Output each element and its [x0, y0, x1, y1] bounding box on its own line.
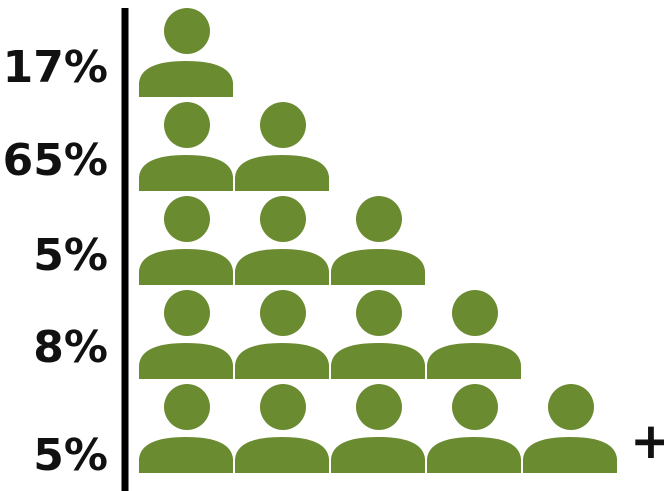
- person-icon-body: [235, 249, 329, 285]
- person-icon-head: [164, 384, 210, 430]
- person-icon: [427, 290, 521, 379]
- person-icon: [139, 290, 233, 379]
- person-icon-body: [331, 437, 425, 473]
- person-icon-body: [139, 61, 233, 97]
- person-icon-body: [139, 155, 233, 191]
- person-icon-body: [235, 437, 329, 473]
- percentage-label: 17%: [3, 42, 108, 93]
- person-icon-head: [164, 196, 210, 242]
- person-icon-head: [452, 384, 498, 430]
- person-icon: [139, 102, 233, 191]
- person-icon: [331, 290, 425, 379]
- person-icon-head: [164, 290, 210, 336]
- percentage-label: 65%: [3, 135, 108, 186]
- person-icon-head: [356, 384, 402, 430]
- person-icon-body: [331, 343, 425, 379]
- person-icon-body: [235, 343, 329, 379]
- overflow-plus-marker: +: [630, 412, 664, 470]
- person-icon-head: [164, 102, 210, 148]
- person-icon: [139, 196, 233, 285]
- person-icon-head: [356, 196, 402, 242]
- person-icon-body: [331, 249, 425, 285]
- person-icon-head: [452, 290, 498, 336]
- percentage-label: 5%: [33, 430, 108, 481]
- person-icon-head: [260, 290, 306, 336]
- person-icon-head: [260, 196, 306, 242]
- person-icon: [139, 384, 233, 473]
- person-icon: [235, 384, 329, 473]
- person-icon: [427, 384, 521, 473]
- person-icon: [235, 102, 329, 191]
- person-icon-body: [139, 343, 233, 379]
- person-icon: [139, 8, 233, 97]
- person-icon-body: [139, 437, 233, 473]
- person-icon-head: [164, 8, 210, 54]
- person-icon: [523, 384, 617, 473]
- person-icon-head: [356, 290, 402, 336]
- person-icon-grid: [139, 8, 617, 473]
- person-icon: [235, 290, 329, 379]
- percentage-label: 5%: [33, 230, 108, 281]
- person-icon-body: [427, 343, 521, 379]
- person-icon: [331, 196, 425, 285]
- person-icon-head: [260, 102, 306, 148]
- person-icon: [331, 384, 425, 473]
- person-icon-body: [523, 437, 617, 473]
- person-icon-head: [548, 384, 594, 430]
- person-icon-body: [139, 249, 233, 285]
- percentage-labels: 17% 65% 5% 8% 5%: [3, 42, 108, 481]
- person-icon-body: [235, 155, 329, 191]
- person-icon-body: [427, 437, 521, 473]
- person-icon-head: [260, 384, 306, 430]
- person-icon: [235, 196, 329, 285]
- percentage-label: 8%: [33, 322, 108, 373]
